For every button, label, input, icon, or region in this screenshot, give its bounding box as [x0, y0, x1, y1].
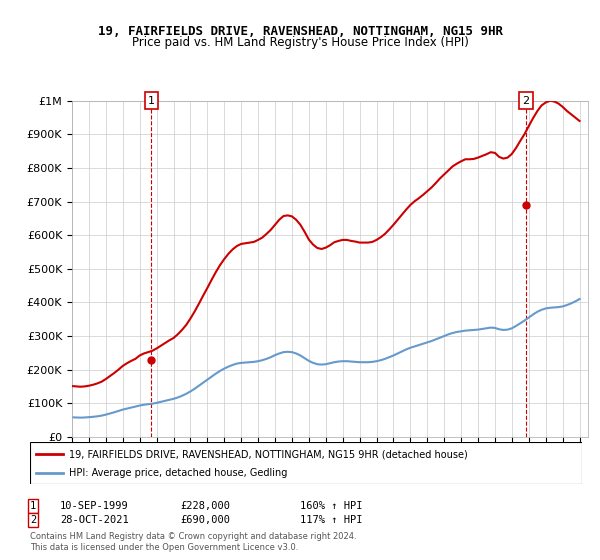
- Text: 2: 2: [523, 96, 529, 106]
- Text: 19, FAIRFIELDS DRIVE, RAVENSHEAD, NOTTINGHAM, NG15 9HR: 19, FAIRFIELDS DRIVE, RAVENSHEAD, NOTTIN…: [97, 25, 503, 38]
- Text: £228,000: £228,000: [180, 501, 230, 511]
- Text: HPI: Average price, detached house, Gedling: HPI: Average price, detached house, Gedl…: [68, 468, 287, 478]
- Text: 28-OCT-2021: 28-OCT-2021: [60, 515, 129, 525]
- Text: 1: 1: [30, 501, 36, 511]
- Text: 117% ↑ HPI: 117% ↑ HPI: [300, 515, 362, 525]
- Text: 1: 1: [148, 96, 155, 106]
- Text: 2: 2: [30, 515, 36, 525]
- Text: 10-SEP-1999: 10-SEP-1999: [60, 501, 129, 511]
- FancyBboxPatch shape: [30, 442, 582, 484]
- Text: 160% ↑ HPI: 160% ↑ HPI: [300, 501, 362, 511]
- Text: £690,000: £690,000: [180, 515, 230, 525]
- Text: Price paid vs. HM Land Registry's House Price Index (HPI): Price paid vs. HM Land Registry's House …: [131, 36, 469, 49]
- Text: 19, FAIRFIELDS DRIVE, RAVENSHEAD, NOTTINGHAM, NG15 9HR (detached house): 19, FAIRFIELDS DRIVE, RAVENSHEAD, NOTTIN…: [68, 449, 467, 459]
- Text: Contains HM Land Registry data © Crown copyright and database right 2024.
This d: Contains HM Land Registry data © Crown c…: [30, 532, 356, 552]
